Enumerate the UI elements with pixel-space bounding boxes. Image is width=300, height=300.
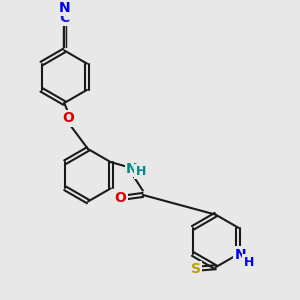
Text: N: N (126, 162, 138, 176)
Text: N: N (235, 248, 246, 262)
Text: O: O (63, 111, 75, 125)
Text: S: S (190, 262, 201, 276)
Text: C: C (59, 11, 69, 25)
Text: H: H (136, 165, 146, 178)
Text: O: O (114, 191, 126, 205)
Text: H: H (244, 256, 254, 268)
Text: N: N (58, 1, 70, 15)
